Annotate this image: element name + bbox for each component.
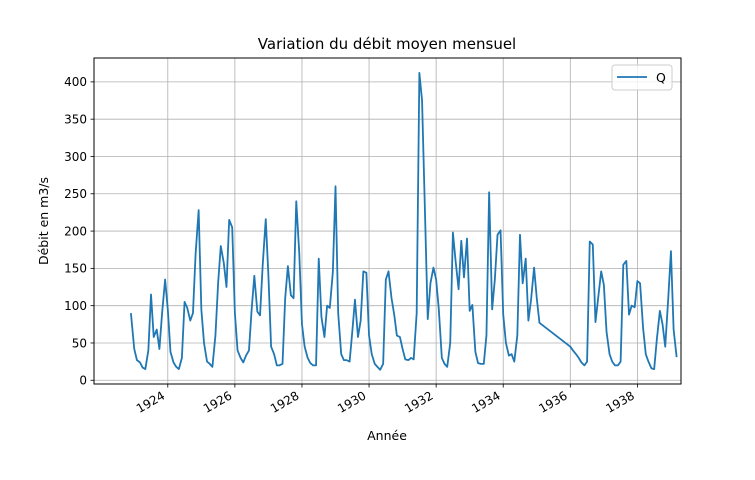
y-tick-label: 300 [64,150,87,164]
y-axis-title: Débit en m3/s [36,177,51,265]
legend: Q [611,64,673,91]
x-axis-title: Année [367,428,407,443]
grid [94,58,681,384]
series-layer [130,72,678,371]
y-axis: 0 50 100 150 200 250 300 350 400 [64,75,94,388]
y-tick-label: 200 [64,224,87,238]
plot-frame [93,57,682,385]
chart-title: Variation du débit moyen mensuel [258,35,516,53]
legend-label: Q [656,70,666,85]
y-tick-label: 400 [64,75,87,89]
y-tick-label: 250 [64,187,87,201]
y-tick-label: 350 [64,112,87,126]
y-tick-label: 100 [64,299,87,313]
y-tick-label: 50 [72,336,87,350]
y-tick-label: 0 [79,374,87,388]
y-tick-label: 150 [64,262,87,276]
series-line-q [130,72,678,371]
